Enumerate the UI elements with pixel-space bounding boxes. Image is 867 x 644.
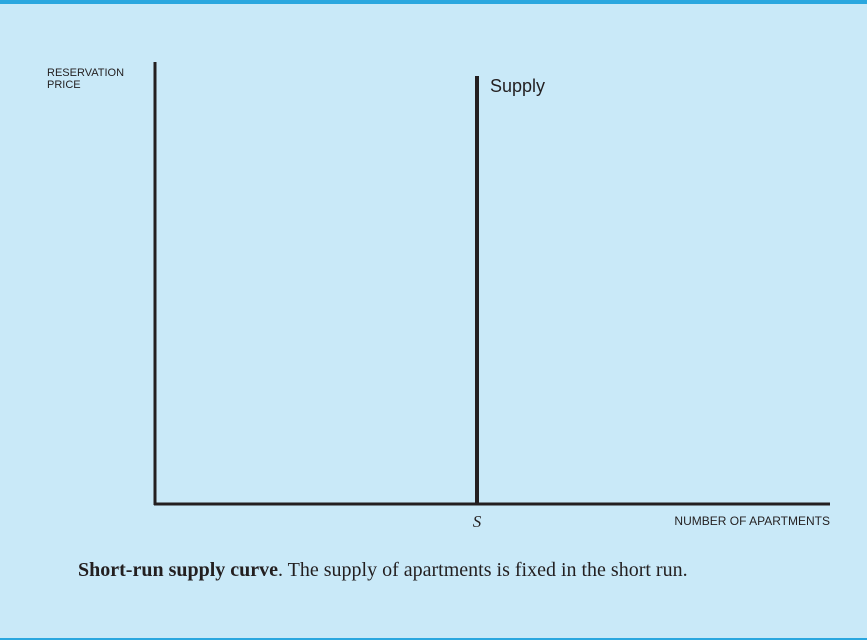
caption-title: Short-run supply curve [78,559,279,581]
diagram: RESERVATION PRICE Supply S NUMBER OF APA… [47,62,830,531]
x-axis-label: NUMBER OF APARTMENTS [674,514,830,528]
caption-text: . The supply of apartments is fixed in t… [278,559,688,581]
caption: Short-run supply curve. The supply of ap… [78,554,818,586]
curve-label: Supply [490,76,545,96]
x-marker: S [473,512,482,531]
y-axis-label: PRICE [47,79,81,91]
y-axis-label: RESERVATION [47,67,124,79]
